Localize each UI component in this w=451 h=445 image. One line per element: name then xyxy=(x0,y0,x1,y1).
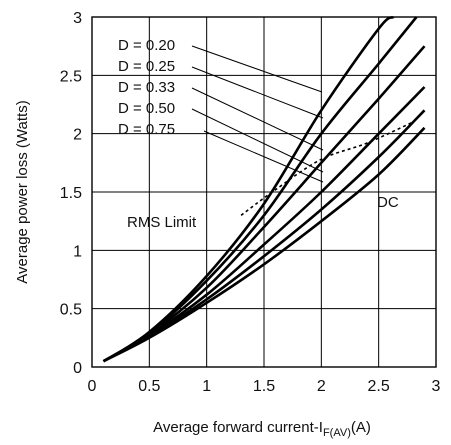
x-tick-label: 2 xyxy=(317,378,326,395)
x-tick-label: 0.5 xyxy=(138,378,160,395)
x-tick-label: 3 xyxy=(432,378,441,395)
rms-limit-label: RMS Limit xyxy=(127,214,197,231)
curve-label-d-0-33: D = 0.33 xyxy=(118,79,175,96)
y-axis-ticks: 0 0.5 1 1.5 2 2.5 3 xyxy=(60,10,82,377)
series-dc xyxy=(102,126,426,363)
x-axis-label: Average forward current-IF(AV)(A) xyxy=(153,419,371,439)
y-tick-label: 0.5 xyxy=(60,302,82,319)
x-axis-label-sub: F(AV) xyxy=(323,427,351,439)
curves xyxy=(102,15,426,363)
grid xyxy=(92,17,436,367)
y-tick-label: 1 xyxy=(73,243,82,260)
plot-frame xyxy=(91,16,437,368)
leader-lines xyxy=(191,45,324,183)
rms-limit-line xyxy=(240,121,414,216)
x-axis-ticks: 0 0.5 1 1.5 2 2.5 3 xyxy=(88,378,441,395)
y-tick-label: 1.5 xyxy=(60,185,82,202)
y-tick-label: 3 xyxy=(73,10,82,27)
leader-line xyxy=(191,108,324,173)
x-tick-label: 1.5 xyxy=(253,378,275,395)
curve-label-d-0-50: D = 0.50 xyxy=(118,100,175,117)
leader-line xyxy=(191,45,323,93)
y-tick-label: 0 xyxy=(73,360,82,377)
curve-labels: D = 0.20 D = 0.25 D = 0.33 D = 0.50 D = 0.75… xyxy=(118,37,399,231)
curve-label-d-0-75: D = 0.75 xyxy=(118,121,175,138)
y-tick-label: 2.5 xyxy=(60,68,82,85)
x-tick-label: 0 xyxy=(88,378,97,395)
curve-label-d-0-20: D = 0.20 xyxy=(118,37,175,54)
x-axis-label-main: Average forward current-I xyxy=(153,419,323,436)
x-tick-label: 2.5 xyxy=(368,378,390,395)
x-tick-label: 1 xyxy=(202,378,211,395)
curve-label-d-0-25: D = 0.25 xyxy=(118,58,175,75)
leader-line xyxy=(191,66,324,119)
leader-line xyxy=(191,87,324,151)
y-axis-label: Average power loss (Watts) xyxy=(14,100,31,283)
x-axis-label-unit: (A) xyxy=(351,419,371,436)
curve-label-dc: DC xyxy=(377,194,399,211)
leader-line xyxy=(203,130,324,183)
y-tick-label: 2 xyxy=(73,127,82,144)
